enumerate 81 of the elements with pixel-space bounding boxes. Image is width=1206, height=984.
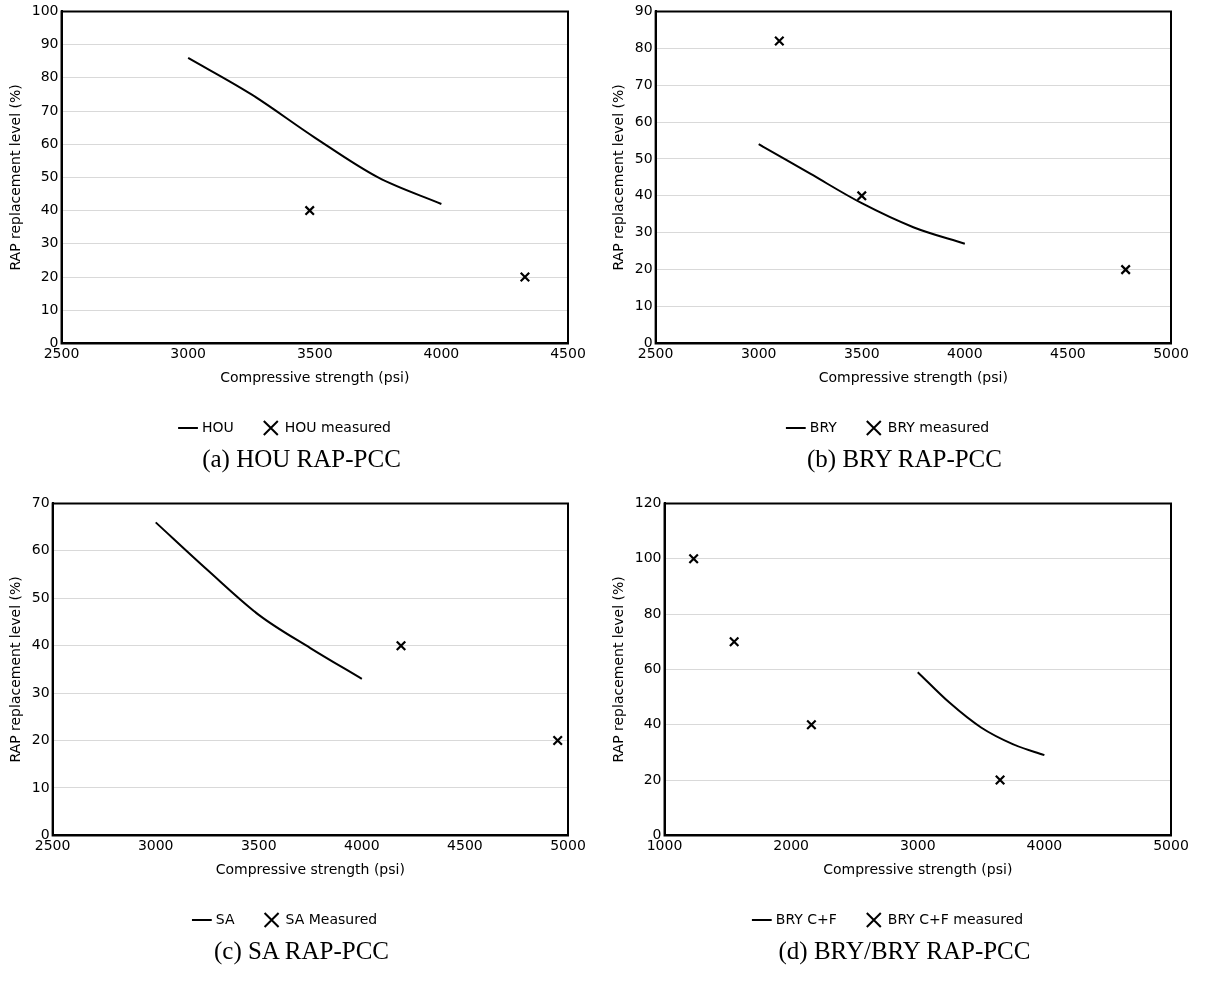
point — [688, 553, 699, 565]
y-tick-label: 30 — [634, 223, 653, 240]
y-tick-label: 30 — [31, 683, 50, 700]
y-tick-label: 10 — [40, 300, 59, 317]
x-tick-label: 5000 — [1153, 837, 1189, 854]
y-tick-label: 50 — [31, 588, 50, 605]
y-tick-label: 120 — [634, 494, 662, 511]
y-tick-label: 60 — [643, 660, 662, 677]
x-tick-label: 3000 — [170, 345, 206, 362]
y-tick-label: 20 — [40, 267, 59, 284]
y-axis-title: RAP replacement level (%) — [610, 84, 627, 271]
y-axis-title: RAP replacement level (%) — [7, 84, 24, 271]
x-tick-label: 5000 — [1153, 345, 1189, 362]
y-tick-label: 40 — [643, 715, 662, 732]
text: (c) SA RAP-PCC — [212, 937, 390, 965]
y-tick-label: 10 — [634, 297, 653, 314]
y-tick-label: 20 — [643, 770, 662, 787]
line-series — [187, 56, 443, 205]
x-tick-label: 4000 — [1026, 837, 1063, 854]
x-tick-label: 3500 — [843, 345, 880, 362]
y-tick-label: 20 — [634, 260, 653, 277]
point — [728, 636, 740, 648]
y-tick-label: 80 — [40, 68, 59, 85]
legend-label: SA Measured — [285, 910, 378, 927]
y-tick-label: 40 — [31, 636, 50, 653]
x-tick-label: 3000 — [137, 837, 174, 854]
x-tick-label: 4000 — [947, 345, 983, 362]
line-series — [154, 521, 363, 680]
point — [856, 190, 868, 202]
x-tick-label: 4500 — [447, 837, 483, 854]
y-tick-label: 60 — [634, 112, 653, 129]
y-tick-label: 40 — [40, 201, 59, 218]
line-series — [916, 671, 1046, 757]
y-tick-label: 60 — [31, 541, 50, 558]
y-tick-label: 70 — [40, 101, 59, 118]
x-tick-label: 2000 — [773, 837, 809, 854]
text: (a) HOU RAP-PCC — [201, 445, 402, 473]
y-tick-label: 10 — [31, 778, 50, 795]
y-tick-label: 70 — [31, 494, 50, 511]
y-tick-label: 100 — [31, 2, 59, 19]
x-tick-label: 4500 — [1050, 345, 1086, 362]
y-tick-label: 40 — [634, 186, 653, 203]
legend-label: HOU measured — [284, 418, 392, 435]
legend-label: BRY C+F measured — [887, 910, 1024, 927]
legend-label: BRY — [809, 418, 838, 435]
point — [1120, 264, 1131, 275]
y-axis-title: RAP replacement level (%) — [610, 576, 627, 763]
x-tick-label: 3000 — [740, 345, 777, 362]
x-tick-label: 4000 — [344, 837, 380, 854]
legend-label: HOU — [202, 418, 234, 435]
x-tick-label: 3500 — [240, 837, 277, 854]
legend-label: BRY measured — [887, 418, 990, 435]
y-tick-label: 30 — [40, 234, 59, 251]
x-tick-label: 3500 — [296, 345, 333, 362]
legend-label: SA — [215, 910, 235, 927]
y-tick-label: 50 — [634, 149, 653, 166]
y-tick-label: 80 — [634, 38, 653, 55]
y-tick-label: 50 — [40, 168, 59, 185]
point — [994, 774, 1006, 786]
x-axis-title: Compressive strength (psi) — [220, 369, 410, 386]
line-series — [757, 143, 966, 245]
legend-label: BRY C+F — [775, 910, 837, 927]
y-tick-label: 60 — [40, 134, 59, 151]
y-tick-label: 90 — [634, 2, 653, 19]
point — [773, 35, 785, 47]
y-tick-label: 80 — [643, 604, 662, 621]
x-tick-label: 4000 — [423, 345, 460, 362]
y-axis-title: RAP replacement level (%) — [7, 576, 24, 763]
x-tick-label: 3000 — [899, 837, 936, 854]
y-tick-label: 20 — [31, 731, 50, 748]
text: (d) BRY/BRY RAP-PCC — [777, 937, 1032, 965]
y-tick-label: 100 — [634, 549, 662, 566]
y-tick-label: 70 — [634, 75, 653, 92]
text: (b) BRY RAP-PCC — [806, 445, 1003, 473]
x-axis-title: Compressive strength (psi) — [823, 861, 1013, 878]
x-axis-title: Compressive strength (psi) — [215, 861, 405, 878]
y-tick-label: 90 — [40, 35, 59, 52]
x-tick-label: 4500 — [550, 345, 586, 362]
point — [806, 719, 817, 731]
x-tick-label: 5000 — [550, 837, 586, 854]
x-axis-title: Compressive strength (psi) — [818, 369, 1008, 386]
